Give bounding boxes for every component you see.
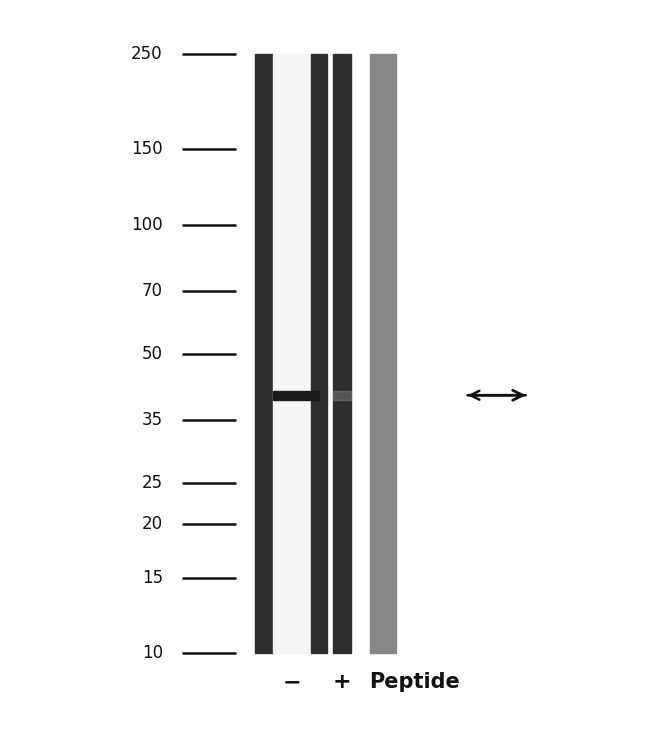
Bar xyxy=(273,391,319,400)
Text: Peptide: Peptide xyxy=(369,673,460,693)
Bar xyxy=(333,391,351,400)
Bar xyxy=(311,54,327,653)
Text: +: + xyxy=(333,673,352,693)
Bar xyxy=(273,54,311,653)
Bar xyxy=(370,54,396,653)
Text: 10: 10 xyxy=(142,644,162,662)
Text: 100: 100 xyxy=(131,216,162,234)
Bar xyxy=(333,54,351,653)
Text: 20: 20 xyxy=(142,515,162,533)
Text: 250: 250 xyxy=(131,45,162,63)
Text: 70: 70 xyxy=(142,282,162,300)
Text: 50: 50 xyxy=(142,344,162,363)
Text: 150: 150 xyxy=(131,141,162,158)
Text: 15: 15 xyxy=(142,568,162,587)
Text: 35: 35 xyxy=(142,411,162,429)
Text: 25: 25 xyxy=(142,474,162,492)
Text: −: − xyxy=(283,673,301,693)
Bar xyxy=(255,54,273,653)
